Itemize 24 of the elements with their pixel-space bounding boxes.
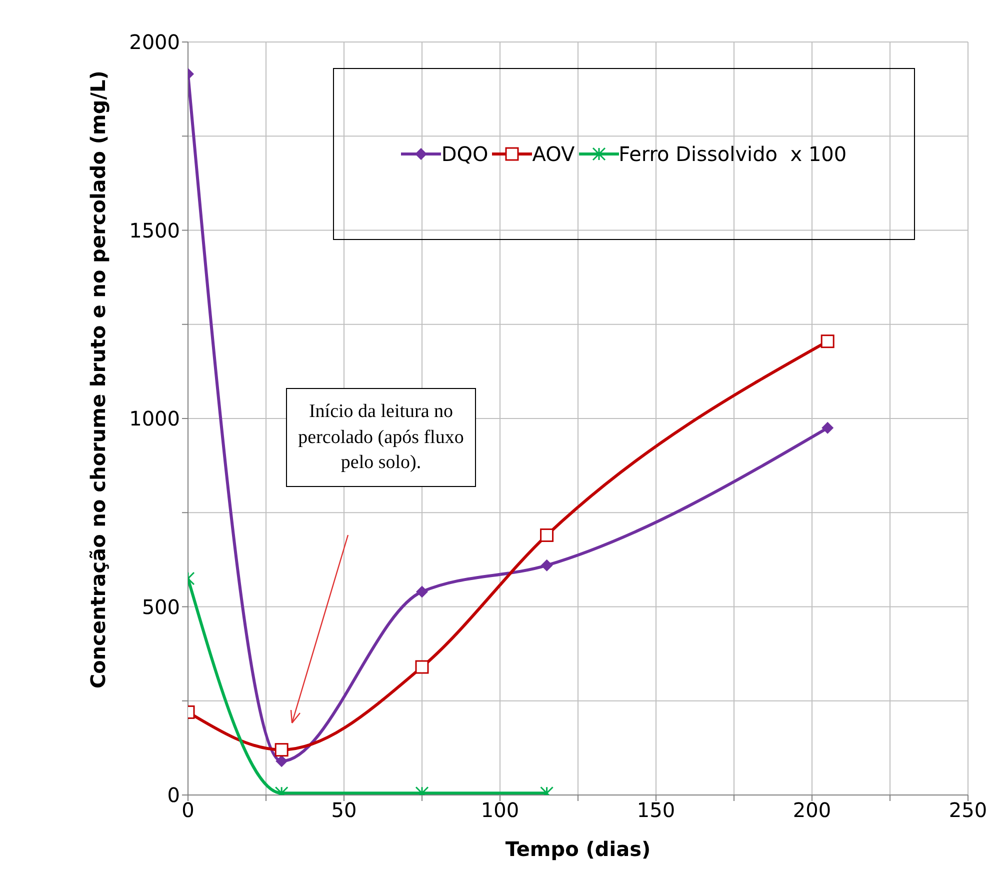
legend-label: AOV [532, 142, 575, 166]
x-tick-label: 200 [792, 798, 832, 822]
point [276, 755, 288, 768]
legend-label: DQO [441, 142, 488, 166]
point [822, 422, 834, 434]
point [540, 559, 553, 572]
point [820, 334, 834, 348]
point [274, 743, 288, 757]
legend-label: Ferro Dissolvido x 100 [618, 142, 847, 166]
y-tick-label: 1500 [129, 218, 180, 242]
x-tick-label: 250 [948, 798, 988, 822]
annotation: Início da leitura no percolado (após fluxo pelo solo). [286, 388, 476, 487]
point [540, 528, 554, 542]
x-tick-label: 50 [331, 798, 357, 822]
x-axis-title: Tempo (dias) [505, 837, 651, 861]
y-axis-title: Concentração no chorume bruto e no percolado (mg/L) [86, 70, 110, 688]
x-tick-label: 150 [636, 798, 676, 822]
y-tick-label: 0 [167, 783, 180, 808]
point [416, 586, 428, 598]
y-tick-label: 2000 [129, 30, 180, 54]
point [415, 660, 429, 674]
y-tick-label: 1000 [129, 406, 180, 431]
x-tick-label: 100 [480, 798, 520, 822]
y-tick-label: 500 [142, 594, 180, 619]
